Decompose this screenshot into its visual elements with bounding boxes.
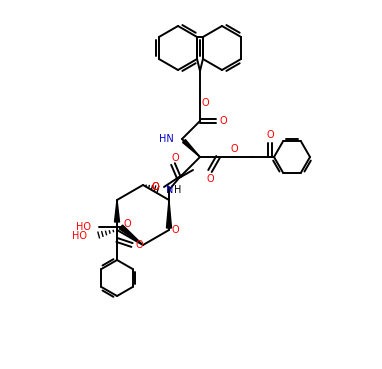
Text: O: O	[266, 130, 274, 140]
Text: O: O	[201, 98, 209, 108]
Polygon shape	[120, 225, 143, 245]
Polygon shape	[167, 200, 172, 228]
Text: HO: HO	[76, 222, 91, 232]
Text: O: O	[151, 182, 159, 192]
Text: N: N	[166, 185, 173, 195]
Text: O: O	[219, 116, 227, 126]
Polygon shape	[183, 139, 200, 157]
Text: O: O	[230, 144, 238, 154]
Text: O: O	[135, 240, 143, 250]
Text: O: O	[151, 182, 159, 192]
Text: O: O	[123, 219, 131, 229]
Polygon shape	[115, 200, 120, 222]
Text: HO: HO	[72, 231, 87, 241]
Text: H: H	[174, 185, 181, 195]
Text: HN: HN	[159, 134, 174, 144]
Text: O: O	[171, 225, 179, 235]
Text: O: O	[206, 174, 214, 184]
Text: O: O	[171, 153, 179, 163]
